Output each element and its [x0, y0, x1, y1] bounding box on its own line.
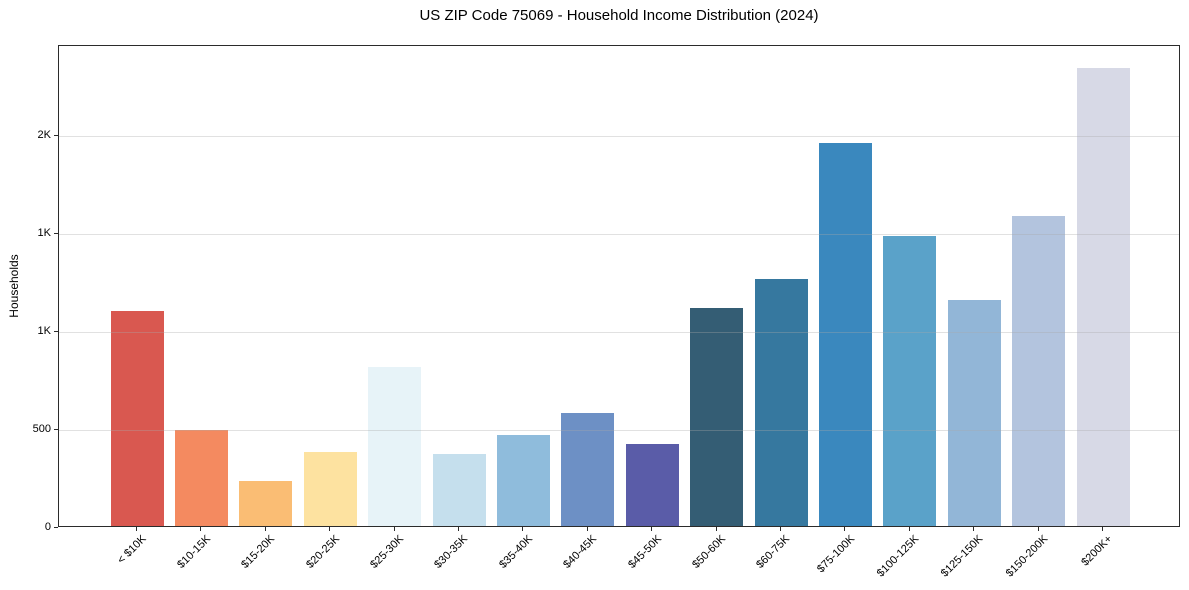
- x-tick-label: $100-125K: [874, 533, 922, 580]
- bar-200k: [1076, 67, 1130, 526]
- x-tick-mark: [780, 527, 781, 531]
- y-tick-label: 0: [44, 520, 51, 533]
- x-tick-mark: [651, 527, 653, 531]
- x-tick-label: $40-45K: [561, 533, 600, 571]
- bar-125-150k: [947, 299, 1001, 526]
- bar-100-125k: [883, 236, 937, 526]
- x-tick-mark: [586, 527, 588, 531]
- y-tick-label: 1K: [37, 324, 51, 337]
- y-tick-label: 1K: [37, 226, 51, 239]
- bar-50-60k: [690, 307, 744, 526]
- x-tick-label: $75-100K: [814, 533, 857, 576]
- x-tick-label: $25-30K: [368, 533, 407, 571]
- bar-60-75k: [754, 279, 808, 526]
- x-tick-label: $20-25K: [303, 533, 342, 571]
- bar-150-200k: [1012, 216, 1066, 526]
- x-tick-label: $45-50K: [625, 533, 664, 571]
- x-tick-mark: [458, 527, 459, 531]
- gridline: [59, 136, 1179, 138]
- plot-area: [58, 45, 1180, 527]
- x-tick-mark: [522, 527, 524, 531]
- x-tick-label: $150-200K: [1003, 533, 1051, 580]
- x-tick-label: $125-150K: [939, 533, 986, 580]
- y-axis-label: Households: [7, 254, 21, 318]
- x-tick-label: $50-60K: [690, 533, 729, 571]
- bar-15-20k: [239, 480, 293, 526]
- bar-40-45k: [561, 413, 615, 526]
- x-tick-mark: [264, 527, 266, 531]
- bar-10k: [110, 311, 164, 526]
- y-tick-mark: [54, 135, 58, 137]
- bar-30-35k: [432, 453, 486, 526]
- x-tick-label: $15-20K: [239, 533, 278, 571]
- x-tick-label: $30-35K: [432, 533, 471, 571]
- x-tick-label: $200K+: [1078, 533, 1115, 569]
- x-tick-mark: [908, 527, 910, 531]
- y-tick-mark: [54, 233, 58, 235]
- x-tick-mark: [393, 527, 395, 531]
- y-tick-label: 500: [32, 422, 51, 435]
- x-tick-mark: [1102, 527, 1103, 531]
- bar-20-25k: [303, 451, 357, 526]
- bar-25-30k: [368, 367, 422, 526]
- x-tick-mark: [329, 527, 331, 531]
- bar-10-15k: [174, 430, 228, 526]
- bar-45-50k: [625, 443, 679, 526]
- y-tick-label: 2K: [37, 128, 51, 141]
- x-tick-mark: [1037, 527, 1039, 531]
- chart-title: US ZIP Code 75069 - Household Income Dis…: [419, 7, 819, 24]
- x-tick-mark: [200, 527, 202, 531]
- x-tick-label: < $10K: [115, 533, 149, 567]
- x-tick-label: $10-15K: [174, 533, 213, 571]
- gridline: [59, 430, 1179, 432]
- x-tick-label: $35-40K: [496, 533, 535, 571]
- x-tick-mark: [715, 527, 717, 531]
- x-tick-mark: [973, 527, 975, 531]
- y-tick-mark: [54, 527, 58, 528]
- bar-35-40k: [496, 434, 550, 526]
- x-tick-mark: [844, 527, 846, 531]
- y-tick-mark: [54, 429, 58, 431]
- x-tick-label: $60-75K: [754, 533, 793, 571]
- x-tick-mark: [136, 527, 137, 531]
- bar-75-100k: [818, 142, 872, 526]
- y-tick-mark: [54, 331, 58, 333]
- gridline: [59, 234, 1179, 236]
- gridline: [59, 332, 1179, 334]
